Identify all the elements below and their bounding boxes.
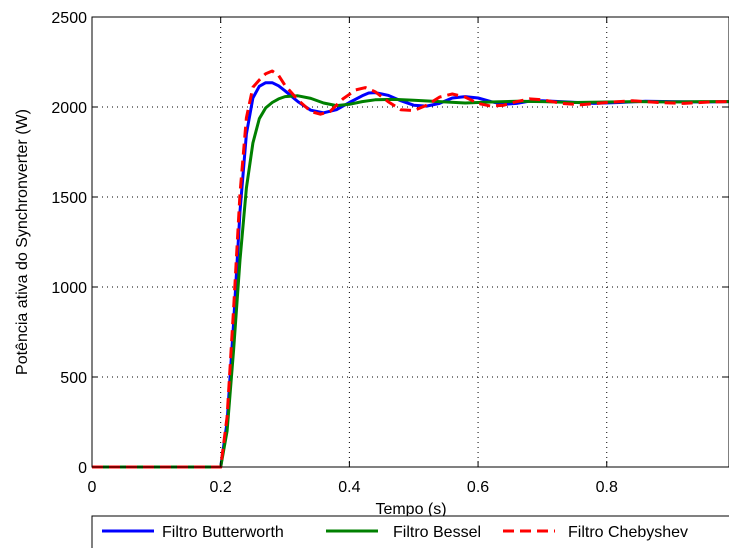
x-tick-label: 0.8 bbox=[596, 479, 618, 496]
plot-frame bbox=[91, 16, 729, 468]
legend: Filtro Butterworth Filtro Bessel Filtro Ch… bbox=[91, 515, 729, 548]
ticks: 0 0.2 0.4 0.6 0.8 0 500 1000 1500 2000 2500 bbox=[51, 10, 729, 496]
x-tick-label: 0 bbox=[88, 479, 97, 496]
legend-box bbox=[91, 515, 729, 548]
series-lines bbox=[92, 69, 729, 469]
grid bbox=[92, 17, 729, 467]
series-line-filtro-butterworth bbox=[92, 81, 729, 469]
x-tick-label: 0.4 bbox=[338, 479, 360, 496]
y-axis-label: Potência ativa do Synchronverter (W) bbox=[14, 109, 31, 375]
y-tick-label: 0 bbox=[78, 460, 87, 477]
x-tick-label: 0.6 bbox=[467, 479, 489, 496]
y-tick-label: 2500 bbox=[51, 10, 87, 27]
x-axis-label: Tempo (s) bbox=[375, 501, 446, 518]
y-tick-label: 500 bbox=[60, 370, 87, 387]
y-tick-label: 1500 bbox=[51, 190, 87, 207]
legend-label: Filtro Bessel bbox=[393, 524, 481, 541]
y-tick-label: 1000 bbox=[51, 280, 87, 297]
x-tick-label: 0.2 bbox=[210, 479, 232, 496]
series-line-filtro-chebyshev bbox=[92, 69, 729, 469]
legend-label: Filtro Butterworth bbox=[162, 524, 284, 541]
y-tick-label: 2000 bbox=[51, 100, 87, 117]
legend-label: Filtro Chebyshev bbox=[568, 524, 688, 541]
series-line-filtro-bessel bbox=[92, 94, 729, 469]
